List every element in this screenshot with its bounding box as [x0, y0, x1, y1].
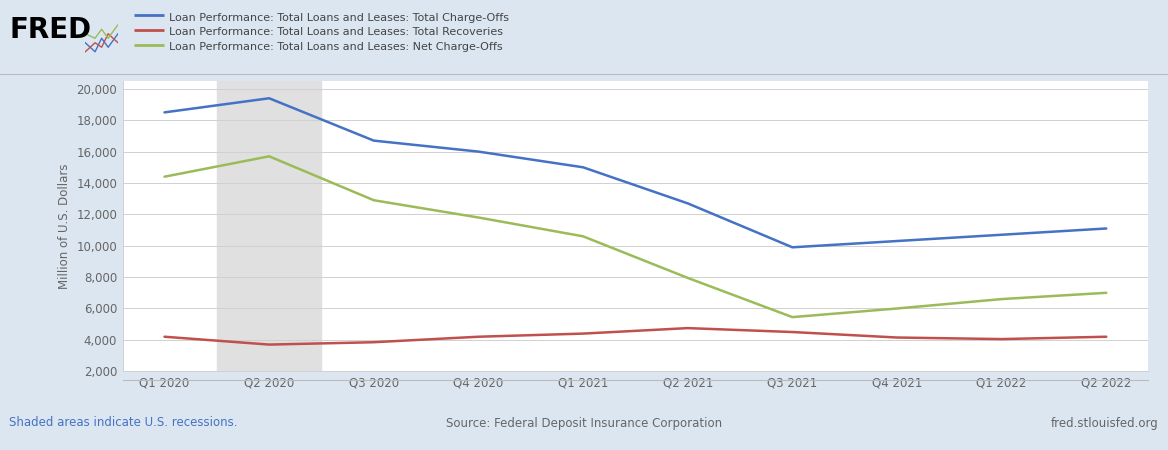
Text: Loan Performance: Total Loans and Leases: Net Charge-Offs: Loan Performance: Total Loans and Leases… — [169, 42, 503, 52]
Text: fred.stlouisfed.org: fred.stlouisfed.org — [1051, 417, 1159, 429]
Bar — [217, 81, 321, 371]
Y-axis label: Million of U.S. Dollars: Million of U.S. Dollars — [57, 163, 70, 289]
Text: FRED: FRED — [9, 16, 91, 44]
Text: Loan Performance: Total Loans and Leases: Total Recoveries: Loan Performance: Total Loans and Leases… — [169, 27, 503, 37]
Text: Shaded areas indicate U.S. recessions.: Shaded areas indicate U.S. recessions. — [9, 417, 238, 429]
Text: Loan Performance: Total Loans and Leases: Total Charge-Offs: Loan Performance: Total Loans and Leases… — [169, 13, 509, 22]
Text: Source: Federal Deposit Insurance Corporation: Source: Federal Deposit Insurance Corpor… — [446, 417, 722, 429]
